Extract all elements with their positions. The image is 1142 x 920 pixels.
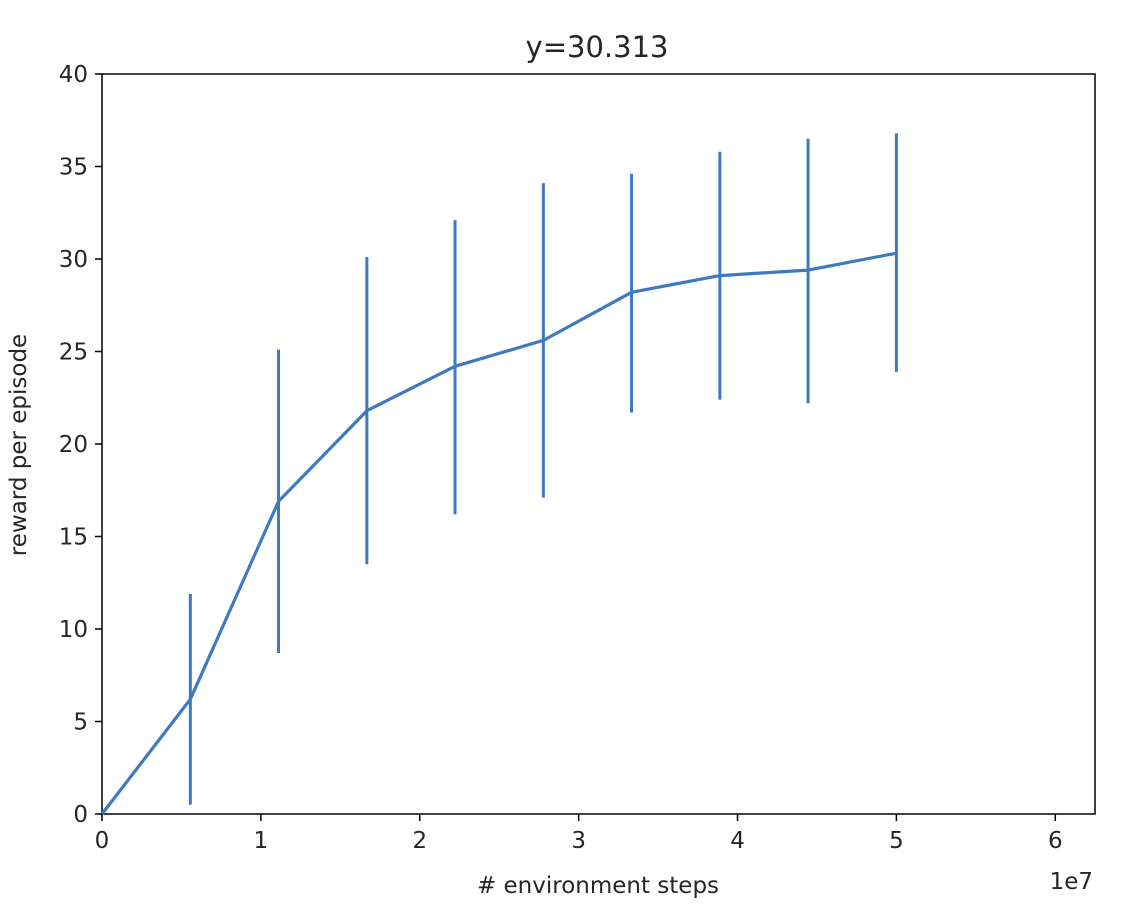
x-tick-label: 0 bbox=[95, 828, 110, 854]
plot-area bbox=[100, 73, 1096, 816]
series-line bbox=[100, 251, 899, 816]
y-tick-label: 20 bbox=[59, 432, 88, 458]
x-tick-label: 5 bbox=[889, 828, 904, 854]
y-tick-label: 35 bbox=[59, 155, 88, 181]
x-tick-label: 3 bbox=[571, 828, 586, 854]
x-tick-label: 4 bbox=[730, 828, 745, 854]
y-axis-ticks: 0 5 10 15 20 25 30 35 40 bbox=[59, 62, 102, 828]
y-tick-label: 40 bbox=[59, 62, 88, 88]
y-tick-label: 10 bbox=[59, 617, 88, 643]
x-tick-label: 2 bbox=[412, 828, 427, 854]
series-layer bbox=[100, 133, 899, 816]
y-tick-label: 15 bbox=[59, 525, 88, 551]
chart-title: y=30.313 bbox=[526, 30, 669, 64]
y-axis-label: reward per episode bbox=[6, 334, 32, 556]
x-axis-label: # environment steps bbox=[477, 873, 719, 899]
x-tick-label: 1 bbox=[254, 828, 269, 854]
y-tick-label: 0 bbox=[73, 802, 88, 828]
y-tick-label: 25 bbox=[59, 340, 88, 366]
x-axis-offset-label: 1e7 bbox=[1050, 869, 1093, 895]
x-tick-label: 6 bbox=[1048, 828, 1063, 854]
y-tick-label: 5 bbox=[73, 710, 88, 736]
y-tick-label: 30 bbox=[59, 247, 88, 273]
x-axis-ticks: 0 1 2 3 4 5 6 bbox=[95, 814, 1063, 854]
